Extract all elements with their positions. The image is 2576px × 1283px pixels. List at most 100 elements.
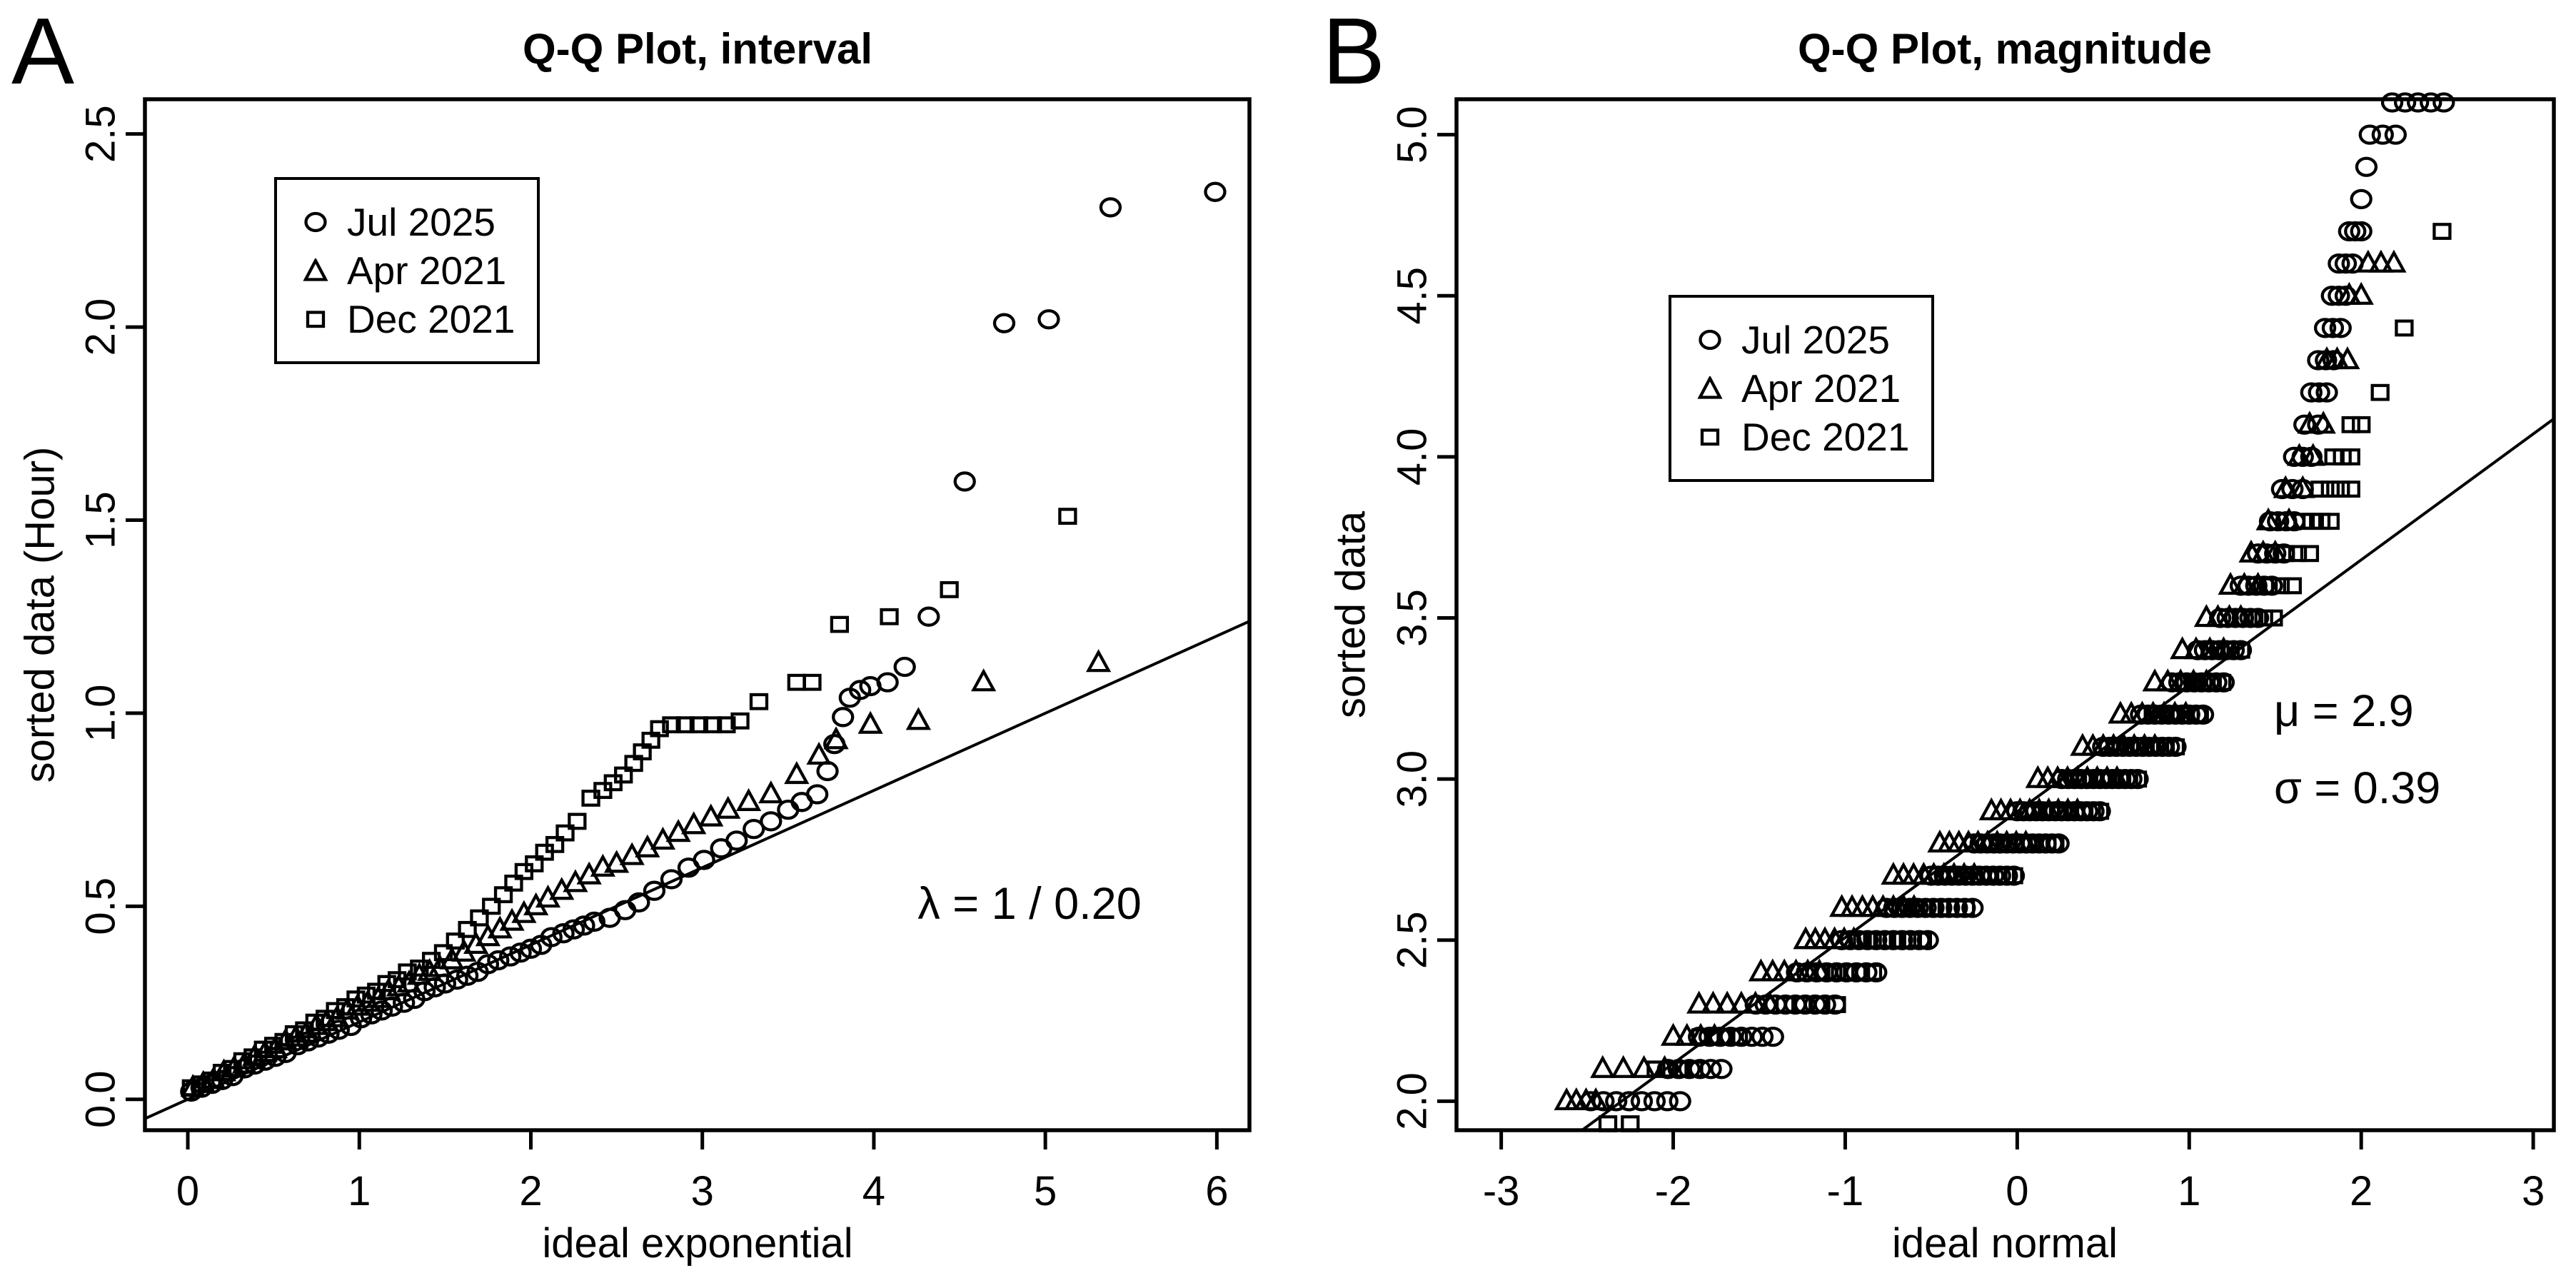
square-marker-icon [2341, 448, 2360, 466]
square-marker-icon [787, 673, 806, 691]
square-marker-icon [181, 1079, 201, 1097]
square-marker-icon [2235, 609, 2254, 627]
square-marker-icon [650, 720, 669, 738]
square-marker-icon [446, 932, 465, 950]
triangle-marker-icon [1660, 1022, 1686, 1046]
triangle-marker-icon [2142, 668, 2168, 692]
series-dec-2021 [181, 508, 1077, 1097]
square-marker-icon [306, 311, 326, 328]
circle-marker-icon [693, 850, 715, 870]
panel-a-letter: A [11, 0, 75, 104]
triangle-marker-icon [1686, 990, 1712, 1014]
panel-a-y-axis-label: sorted data (Hour) [16, 446, 64, 783]
circle-marker-icon [2407, 92, 2430, 113]
triangle-marker-icon [1611, 1055, 1636, 1078]
square-marker-icon [2264, 609, 2283, 627]
square-marker-icon [2395, 319, 2414, 337]
legend-item-jul-2025: Jul 2025 [303, 200, 537, 244]
circle-marker-icon [1605, 1091, 1628, 1112]
x-tick-label: 3 [691, 1168, 714, 1214]
triangle-marker-icon [1729, 990, 1754, 1014]
triangle-marker-icon [784, 760, 810, 785]
square-marker-icon [2331, 481, 2350, 498]
square-marker-icon [356, 986, 376, 1004]
square-marker-icon [2352, 416, 2371, 433]
square-marker-icon [2320, 513, 2340, 530]
circle-marker-icon [2344, 221, 2367, 242]
triangle-marker-icon [2255, 507, 2281, 530]
y-axis-ticks: 0.0 0.5 1.0 1.5 2.0 2.5 [77, 105, 145, 1128]
square-marker-icon [2288, 545, 2308, 563]
legend-item-apr-2021: Apr 2021 [1697, 366, 1931, 411]
x-tick-label: -3 [1483, 1168, 1520, 1214]
circle-marker-icon [2328, 253, 2350, 274]
circle-marker-icon [1656, 1091, 1679, 1112]
triangle-marker-icon [681, 811, 707, 835]
square-marker-icon [1893, 931, 1912, 949]
square-marker-icon [830, 615, 850, 633]
square-marker-icon [2046, 835, 2065, 852]
triangle-marker-icon [2286, 443, 2313, 466]
triangle-marker-icon [2170, 636, 2195, 660]
square-marker-icon [2004, 867, 2023, 885]
legend-label: Jul 2025 [347, 200, 495, 244]
x-tick-label: 1 [2178, 1168, 2200, 1214]
triangle-marker-icon [2218, 571, 2243, 595]
square-marker-icon [1815, 964, 1834, 981]
circle-marker-icon [456, 965, 479, 986]
circle-marker-icon [876, 672, 899, 693]
square-marker-icon [1716, 1028, 1736, 1046]
legend-label: Apr 2021 [347, 248, 507, 293]
circle-marker-icon [1204, 181, 1227, 202]
square-marker-icon [253, 1040, 273, 1058]
square-marker-icon [2254, 609, 2273, 627]
square-marker-icon [662, 716, 681, 734]
square-marker-icon [614, 766, 633, 784]
triangle-marker-icon [735, 788, 762, 811]
circle-marker-icon [1761, 1026, 1784, 1047]
circle-marker-icon [893, 656, 916, 678]
legend-label: Apr 2021 [1741, 366, 1901, 411]
triangle-marker-icon [698, 803, 724, 827]
triangle-marker-icon [1756, 990, 1783, 1014]
panel-a-title: Q-Q Plot, interval [522, 25, 873, 73]
circle-marker-icon [2338, 221, 2360, 242]
square-marker-icon [2135, 738, 2155, 755]
circle-marker-icon [562, 919, 585, 940]
circle-marker-icon [1617, 1091, 1641, 1112]
square-marker-icon [233, 1052, 253, 1070]
circle-marker-icon [1678, 1059, 1701, 1080]
triangle-marker-icon [2335, 346, 2360, 370]
circle-marker-icon [1751, 1026, 1774, 1047]
triangle-marker-icon [2310, 411, 2336, 434]
circle-marker-icon [992, 313, 1016, 333]
square-marker-icon [1704, 1028, 1723, 1046]
circle-marker-icon [2384, 124, 2408, 145]
circle-marker-icon [953, 471, 976, 492]
triangle-marker-icon [2263, 539, 2288, 563]
circle-marker-icon [1961, 897, 1984, 918]
y-tick-label: 2.5 [1389, 911, 1435, 969]
triangle-marker-icon [806, 741, 832, 765]
circle-marker-icon [917, 606, 940, 627]
circle-marker-icon [519, 938, 543, 959]
panel-b-legend: Jul 2025 Apr 2021 Dec 2021 [1669, 295, 1934, 482]
legend-label: Jul 2025 [1741, 318, 1890, 362]
circle-marker-icon [2334, 253, 2358, 274]
square-marker-icon [2200, 641, 2220, 659]
circle-marker-icon [2350, 221, 2373, 242]
y-tick-label: 5.0 [1389, 106, 1435, 163]
square-marker-icon [717, 716, 736, 734]
triangle-marker-icon [417, 957, 443, 981]
square-marker-icon [504, 875, 523, 892]
square-marker-icon [880, 608, 899, 625]
square-marker-icon [1863, 964, 1883, 981]
square-marker-icon [2165, 738, 2185, 755]
circle-marker-icon [1643, 1091, 1666, 1112]
triangle-marker-icon [2245, 571, 2271, 595]
panel-b: -3 -2 -1 0 1 2 3 2.0 2.5 3.0 3.5 4.0 4.5 5.0 [1389, 92, 2556, 1214]
square-marker-icon [1873, 931, 1892, 949]
x-axis-ticks: 0 1 2 3 4 5 6 [176, 1130, 1228, 1214]
y-axis-ticks: 2.0 2.5 3.0 3.5 4.0 4.5 5.0 [1389, 106, 1456, 1130]
x-tick-label: -2 [1655, 1168, 1692, 1214]
